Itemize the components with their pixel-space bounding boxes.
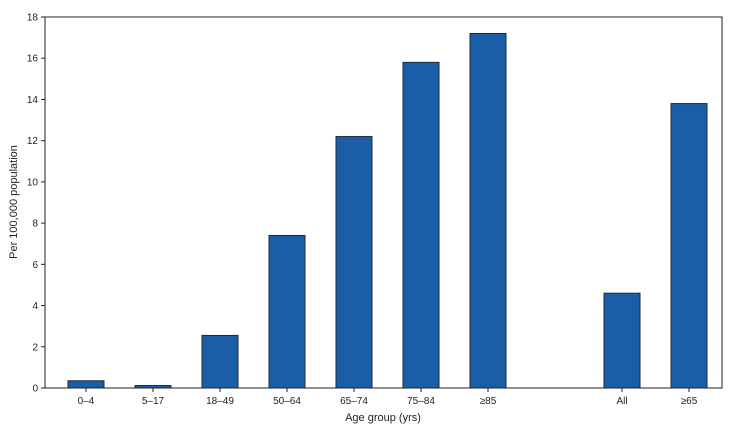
- y-tick-label-9: 18: [27, 13, 39, 24]
- bar-3: [268, 234, 306, 389]
- y-tick-label-6: 12: [27, 136, 39, 147]
- x-tick-label-3: 50–64: [273, 396, 301, 407]
- x-tick-label-7: All: [616, 396, 627, 407]
- bar-6: [469, 32, 507, 389]
- y-tick-label-0: 0: [32, 384, 38, 395]
- bar-0: [67, 380, 105, 389]
- y-tick-label-3: 6: [32, 260, 38, 271]
- ticks-group: 0–4 5–17 18–49 50–64 65–74 75–84 ≥85 All ≥65 0 2 4 6…: [27, 13, 698, 408]
- y-tick-label-5: 10: [27, 177, 39, 188]
- x-tick-label-0: 0–4: [78, 396, 95, 407]
- bar-7: [603, 292, 641, 389]
- bar-8: [670, 103, 708, 389]
- y-axis-title: Per 100,000 population: [8, 145, 20, 259]
- y-tick-label-1: 2: [32, 342, 38, 353]
- x-tick-label-1: 5–17: [142, 396, 165, 407]
- y-tick-label-2: 4: [32, 301, 38, 312]
- bars-group: [67, 32, 708, 389]
- x-axis-title: Age group (yrs): [345, 412, 421, 424]
- bar-2: [201, 334, 239, 389]
- x-tick-label-8: ≥65: [681, 396, 698, 407]
- bar-5: [402, 61, 440, 389]
- bar-4: [335, 136, 373, 389]
- plot-frame: [44, 16, 723, 389]
- x-tick-label-6: ≥85: [480, 396, 497, 407]
- x-tick-label-4: 65–74: [340, 396, 368, 407]
- y-tick-label-4: 8: [32, 219, 38, 230]
- y-tick-label-8: 16: [27, 54, 39, 65]
- y-tick-label-7: 14: [27, 95, 39, 106]
- x-tick-label-5: 75–84: [407, 396, 435, 407]
- x-tick-label-2: 18–49: [206, 396, 234, 407]
